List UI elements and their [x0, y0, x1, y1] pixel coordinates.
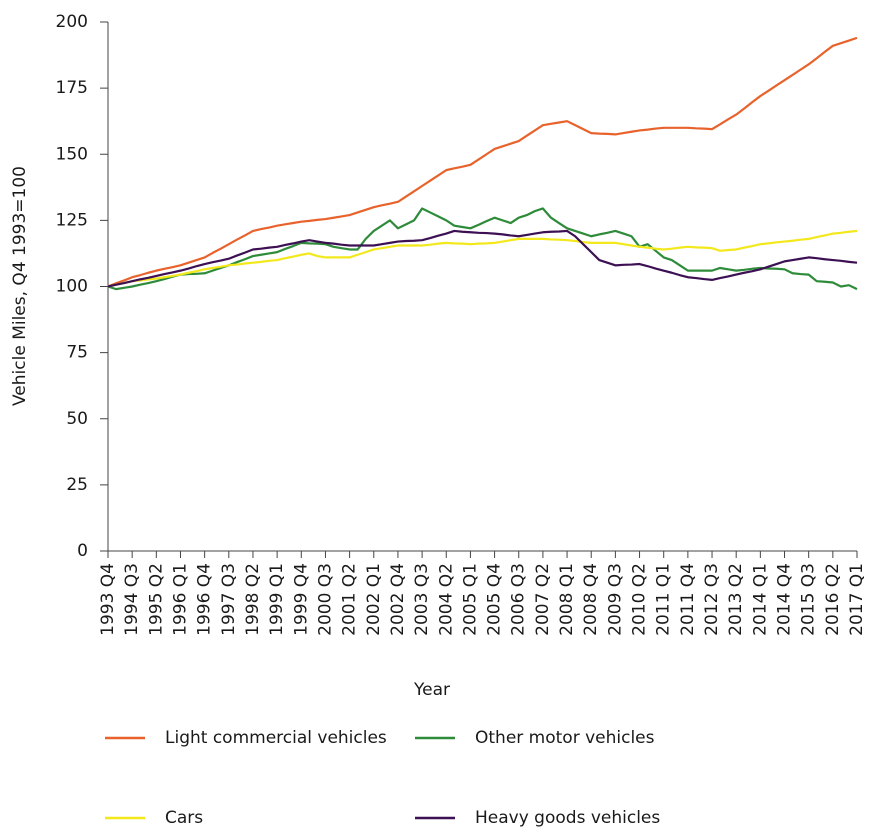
x-tick-label: 1998 Q2 — [243, 563, 263, 636]
x-tick-label: 2007 Q2 — [533, 563, 553, 636]
x-tick-label: 2014 Q4 — [775, 563, 795, 636]
x-tick-label: 1999 Q1 — [267, 563, 287, 636]
x-tick-label: 2000 Q3 — [315, 563, 335, 636]
x-tick-label: 2002 Q4 — [388, 563, 408, 636]
x-tick-label: 2010 Q2 — [630, 563, 650, 636]
legend-label: Light commercial vehicles — [165, 728, 387, 748]
series-line — [107, 207, 858, 291]
y-axis-label: Vehicle Miles, Q4 1993=100 — [10, 166, 30, 406]
legend-label: Heavy goods vehicles — [475, 808, 660, 828]
x-tick-label: 2015 Q3 — [799, 563, 819, 636]
y-tick-label: 50 — [66, 409, 88, 429]
y-tick-label: 150 — [56, 144, 88, 164]
x-axis-label: Year — [413, 680, 450, 700]
series-line — [107, 36, 858, 288]
x-tick-label: 2012 Q3 — [702, 563, 722, 636]
x-tick-label: 1994 Q3 — [122, 563, 142, 636]
x-tick-label: 2013 Q2 — [726, 563, 746, 636]
x-tick-label: 1996 Q1 — [170, 563, 190, 636]
x-tick-label: 1993 Q4 — [98, 563, 118, 636]
x-tick-label: 2001 Q2 — [340, 563, 360, 636]
y-tick-label: 175 — [56, 78, 88, 98]
legend-label: Cars — [165, 808, 203, 828]
x-tick-label: 2003 Q3 — [412, 563, 432, 636]
x-tick-label: 2011 Q1 — [654, 563, 674, 636]
x-tick-label: 2017 Q1 — [847, 563, 867, 636]
series-line — [107, 229, 858, 288]
x-tick-label: 2008 Q1 — [557, 563, 577, 636]
x-tick-label: 2006 Q3 — [509, 563, 529, 636]
x-tick-label: 2008 Q4 — [581, 563, 601, 636]
x-tick-label: 2002 Q1 — [364, 563, 384, 636]
x-tick-label: 2005 Q1 — [460, 563, 480, 636]
y-tick-label: 200 — [56, 12, 88, 32]
x-tick-label: 1997 Q3 — [219, 563, 239, 636]
y-tick-label: 25 — [66, 475, 88, 495]
legend-label: Other motor vehicles — [475, 728, 655, 748]
x-tick-label: 1995 Q2 — [146, 563, 166, 636]
x-tick-label: 1996 Q4 — [195, 563, 215, 636]
x-tick-label: 2004 Q2 — [436, 563, 456, 636]
y-tick-label: 125 — [56, 210, 88, 230]
x-tick-label: 2009 Q3 — [605, 563, 625, 636]
x-tick-label: 2011 Q4 — [678, 563, 698, 636]
y-tick-label: 100 — [56, 277, 88, 297]
x-tick-label: 2005 Q4 — [485, 563, 505, 636]
x-tick-label: 1999 Q4 — [291, 563, 311, 636]
x-tick-label: 2016 Q2 — [823, 563, 843, 636]
y-tick-label: 75 — [66, 343, 88, 363]
y-tick-label: 0 — [77, 541, 88, 561]
series-line — [107, 229, 858, 288]
x-tick-label: 2014 Q1 — [750, 563, 770, 636]
